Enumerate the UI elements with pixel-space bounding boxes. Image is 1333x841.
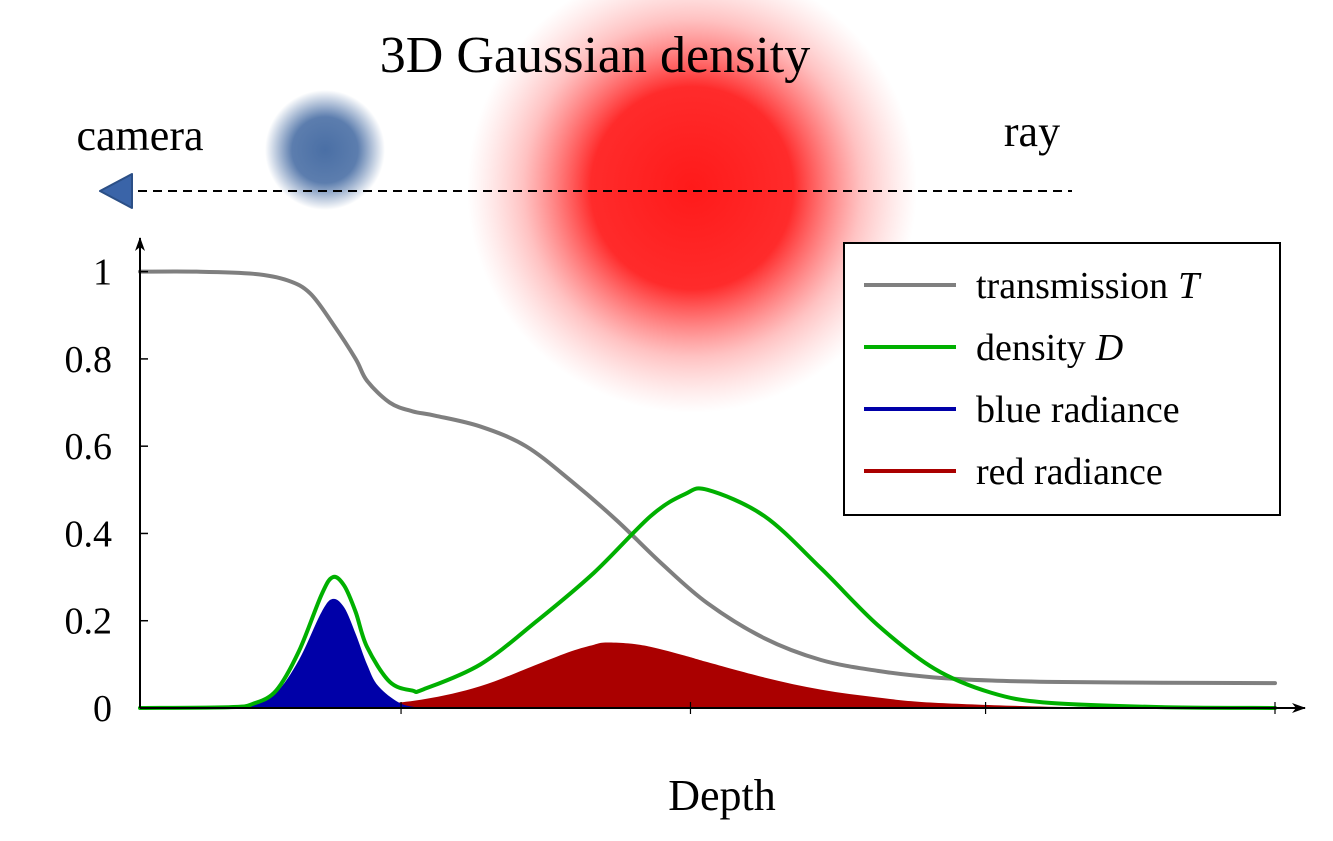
camera-icon	[99, 173, 133, 209]
density-line	[138, 486, 1277, 710]
gaussian-blobs	[265, 0, 917, 413]
blue-gaussian-blob	[265, 90, 385, 210]
legend-symbol: D	[1095, 327, 1123, 369]
y-tick-label: 0.8	[65, 339, 113, 381]
figure-title: 3D Gaussian density	[380, 27, 810, 84]
legend-item-blue-radiance: blue radiance	[864, 389, 1180, 431]
y-ticks: 0 0.2 0.4 0.6 0.8 1	[65, 252, 148, 730]
red-gaussian-blob	[467, 0, 917, 413]
transmission-line	[138, 269, 1277, 686]
plot-fills	[140, 598, 1275, 708]
red-radiance-area	[140, 642, 1275, 708]
legend-label: transmission T	[976, 265, 1202, 307]
y-tick-label: 0.2	[65, 601, 113, 643]
ray-label: ray	[1004, 107, 1060, 156]
plot-lines	[138, 269, 1277, 710]
legend-label: density D	[976, 327, 1123, 369]
legend-item-red-radiance: red radiance	[864, 451, 1163, 493]
camera-label: camera	[77, 111, 204, 160]
y-tick-label: 0.4	[65, 513, 113, 555]
x-axis-label: Depth	[668, 771, 776, 820]
legend-symbol: T	[1178, 265, 1202, 307]
legend-item-transmission: transmission T	[864, 265, 1202, 307]
y-tick-label: 1	[93, 252, 112, 294]
legend: transmission T density D blue radiance red ra…	[843, 242, 1281, 516]
x-ticks	[400, 702, 1276, 714]
blue-radiance-area	[140, 598, 424, 708]
legend-label: blue radiance	[976, 389, 1180, 431]
y-tick-label: 0	[93, 688, 112, 730]
y-tick-label: 0.6	[65, 426, 113, 468]
axes: 0 0.2 0.4 0.6 0.8 1	[65, 237, 1306, 730]
legend-item-density: density D	[864, 327, 1123, 369]
legend-label: red radiance	[976, 451, 1163, 493]
